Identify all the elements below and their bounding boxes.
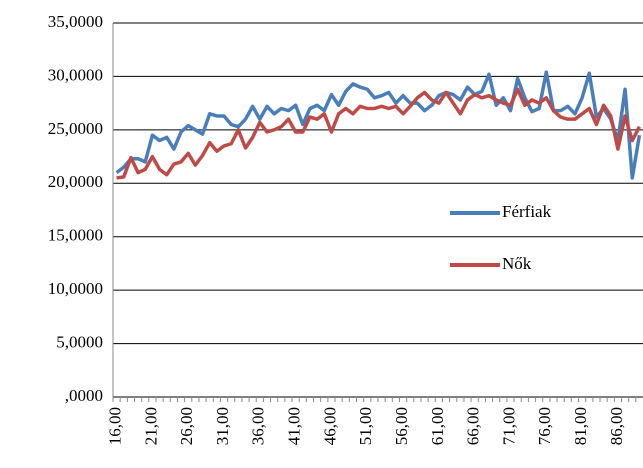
x-tick-label: 86,00 [607,407,626,445]
x-tick-label: 56,00 [392,407,411,445]
y-tick-label: 30,0000 [48,65,103,84]
series-line [116,87,641,180]
x-tick-label: 81,00 [571,407,590,445]
x-tick-label: 51,00 [356,407,375,445]
x-tick-label: 26,00 [177,407,196,445]
y-tick-label: ,0000 [65,386,103,405]
x-tick-label: 21,00 [141,407,160,445]
x-tick-label: 76,00 [535,407,554,445]
x-tick-label: 71,00 [499,407,518,445]
y-tick-label: 25,0000 [48,119,103,138]
x-tick-label: 46,00 [320,407,339,445]
legend-label: Nők [502,254,532,273]
y-tick-label: 10,0000 [48,279,103,298]
x-tick-label: 41,00 [285,407,304,445]
x-tick-label: 61,00 [428,407,447,445]
x-tick-label: 31,00 [213,407,232,445]
y-tick-label: 5,0000 [56,332,103,351]
y-tick-label: 20,0000 [48,172,103,191]
x-tick-label: 16,00 [105,407,124,445]
x-tick-label: 36,00 [249,407,268,445]
x-tick-label: 66,00 [464,407,483,445]
legend-label: Férfiak [502,202,552,221]
series-line [115,70,642,180]
y-tick-label: 15,0000 [48,226,103,245]
y-tick-label: 35,0000 [48,12,103,31]
